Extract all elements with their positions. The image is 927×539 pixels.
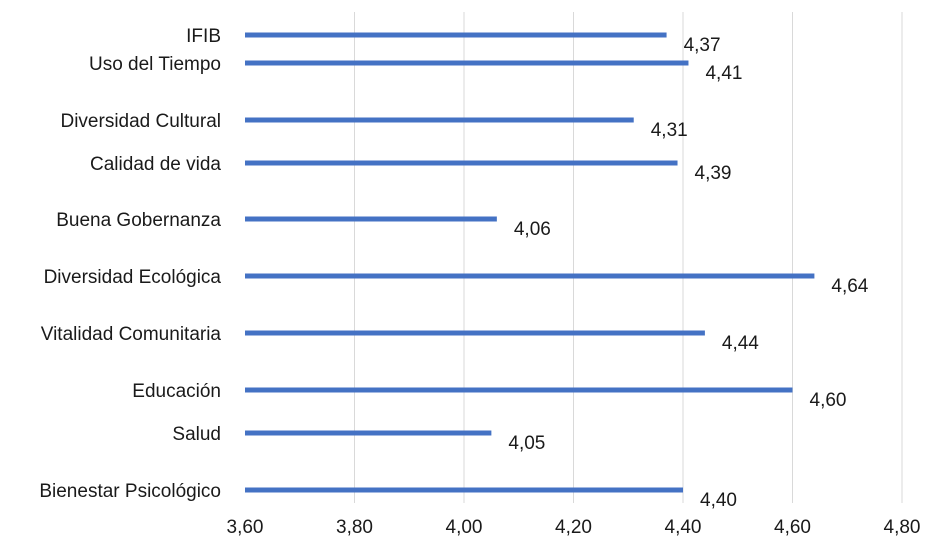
x-tick-label: 4,60 — [774, 517, 811, 538]
data-label: 4,40 — [700, 490, 737, 511]
category-label: Diversidad Cultural — [60, 111, 221, 132]
gridlines — [354, 12, 903, 503]
category-label: Vitalidad Comunitaria — [41, 324, 222, 345]
data-label: 4,06 — [514, 219, 551, 240]
category-label: Educación — [132, 381, 221, 402]
bar — [245, 216, 497, 222]
category-labels: IFIB Uso del Tiempo Diversidad Cultural Cal… — [39, 26, 221, 502]
bar — [245, 387, 793, 393]
x-tick-label: 4,20 — [555, 517, 592, 538]
category-label: Uso del Tiempo — [89, 54, 221, 75]
x-tick-label: 4,80 — [884, 517, 921, 538]
bar — [245, 60, 689, 66]
category-label: Bienestar Psicológico — [39, 481, 221, 502]
bar — [245, 330, 705, 336]
data-label: 4,41 — [705, 63, 742, 84]
bar — [245, 487, 683, 493]
data-label: 4,37 — [684, 35, 721, 56]
bar — [245, 160, 678, 166]
data-labels: 4,37 4,41 4,31 4,39 4,06 4,64 4,44 4,60 4,05 4,40 — [508, 35, 868, 511]
bar — [245, 117, 634, 123]
category-label: Salud — [172, 424, 221, 445]
bar — [245, 273, 815, 279]
x-tick-label: 4,40 — [665, 517, 702, 538]
category-label: Calidad de vida — [90, 154, 221, 175]
x-tick-label: 4,00 — [446, 517, 483, 538]
category-label: Diversidad Ecológica — [44, 267, 222, 288]
data-label: 4,31 — [651, 120, 688, 141]
data-label: 4,44 — [722, 333, 759, 354]
category-label: IFIB — [186, 26, 221, 47]
x-axis-tick-labels: 3,60 3,80 4,00 4,20 4,40 4,60 4,80 — [227, 517, 921, 538]
x-tick-label: 3,60 — [227, 517, 264, 538]
bars — [245, 32, 815, 493]
data-label: 4,64 — [831, 276, 868, 297]
x-tick-label: 3,80 — [336, 517, 373, 538]
bar — [245, 32, 667, 38]
data-label: 4,05 — [508, 433, 545, 454]
category-label: Buena Gobernanza — [56, 210, 221, 231]
data-label: 4,39 — [695, 163, 732, 184]
data-label: 4,60 — [810, 390, 847, 411]
bar — [245, 430, 492, 436]
